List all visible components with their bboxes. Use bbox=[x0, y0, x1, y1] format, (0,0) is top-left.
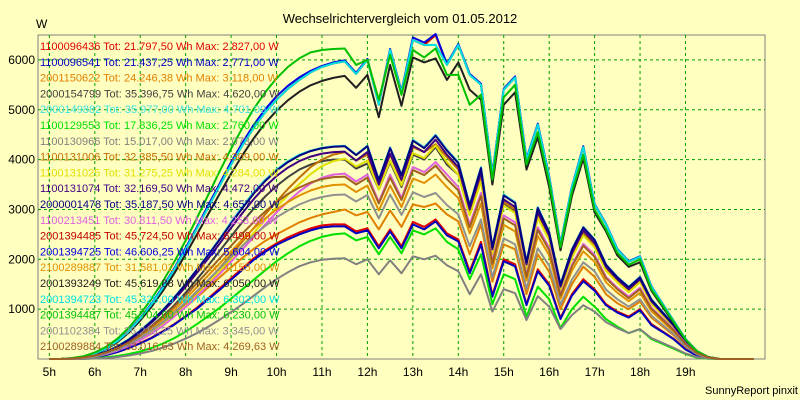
legend-entry-1100131074: 1100131074 Tot: 32.169,50 Wh Max: 4.472,… bbox=[40, 183, 279, 195]
legend-entry-2000149882: 2000149882 Tot: 35.977,00 Wh Max: 4.701,… bbox=[40, 104, 280, 116]
x-tick-label: 8h bbox=[179, 365, 192, 379]
x-tick-label: 9h bbox=[224, 365, 237, 379]
legend-entry-2001394487: 2001394487 Tot: 45.704,00 Wh Max: 6.230,… bbox=[40, 310, 280, 322]
legend-entry-2001393249: 2001393249 Tot: 45.619,88 Wh Max: 6.050,… bbox=[40, 278, 280, 290]
x-tick-label: 14h bbox=[448, 365, 468, 379]
plot-area-frame bbox=[37, 34, 766, 360]
series-line-2000001478 bbox=[49, 134, 754, 360]
series-line-2100289887 bbox=[49, 173, 754, 360]
y-tick-label: 2000 bbox=[8, 252, 35, 266]
y-tick-label: 4000 bbox=[8, 153, 35, 167]
x-tick-label: 13h bbox=[403, 365, 423, 379]
x-tick-label: 16h bbox=[539, 365, 559, 379]
x-tick-label: 10h bbox=[267, 365, 287, 379]
y-tick-label: 3000 bbox=[8, 202, 35, 216]
series-line-1100130966 bbox=[49, 254, 754, 360]
x-tick-label: 19h bbox=[675, 365, 695, 379]
x-tick-label: 15h bbox=[494, 365, 514, 379]
series-line-2001102384 bbox=[49, 191, 754, 360]
legend: 1100096436 Tot: 21.797,50 Wh Max: 2.827,… bbox=[40, 41, 280, 353]
y-axis-ticks: 1000 2000 3000 4000 5000 6000 bbox=[8, 53, 35, 316]
legend-entry-2001394485: 2001394485 Tot: 45.724,50 Wh Max: 6.499,… bbox=[40, 231, 280, 243]
series-line-2100289884 bbox=[49, 164, 754, 360]
y-axis-unit-label: W bbox=[36, 17, 48, 31]
legend-entry-1100130966: 1100130966 Tot: 15.017,00 Wh Max: 2.073,… bbox=[40, 136, 279, 148]
x-tick-label: 5h bbox=[43, 365, 56, 379]
x-axis-ticks: 5h 6h 7h 8h 9h 10h 11h 12h 13h 14h 15h 16h 17h 18h 19h bbox=[43, 365, 696, 379]
legend-entry-2001102384: 2001102384 Tot: 26.215,25 Wh Max: 3.345,… bbox=[40, 325, 279, 337]
legend-entry-1100096541: 1100096541 Tot: 21.437,25 Wh Max: 2.771,… bbox=[40, 57, 279, 69]
legend-entry-2001150622: 2001150622 Tot: 24.246,38 Wh Max: 3.118,… bbox=[40, 73, 279, 85]
y-tick-label: 5000 bbox=[8, 103, 35, 117]
x-tick-label: 17h bbox=[585, 365, 605, 379]
series-lines bbox=[49, 33, 754, 360]
legend-entry-1100213451: 1100213451 Tot: 30.811,50 Wh Max: 4.253,… bbox=[40, 215, 279, 227]
legend-entry-2100289884: 2100289884 Tot: 33.016,63 Wh Max: 4.269,… bbox=[40, 341, 280, 353]
legend-entry-2000154799: 2000154799 Tot: 35.396,75 Wh Max: 4.620,… bbox=[40, 88, 280, 100]
y-tick-label: 1000 bbox=[8, 302, 35, 316]
legend-entry-1100131025: 1100131025 Tot: 31.275,25 Wh Max: 4.284,… bbox=[40, 167, 279, 179]
x-tick-label: 11h bbox=[312, 365, 331, 379]
x-tick-label: 6h bbox=[88, 365, 101, 379]
x-tick-label: 18h bbox=[630, 365, 650, 379]
legend-entry-2001394723: 2001394723 Tot: 45.325,00 Wh Max: 6.302,… bbox=[40, 294, 280, 306]
x-tick-label: 7h bbox=[134, 365, 147, 379]
legend-entry-2100289887: 2100289887 Tot: 31.581,02 Wh Max: 4.155,… bbox=[40, 262, 280, 274]
series-line-1100131074 bbox=[49, 138, 754, 360]
legend-entry-2000001478: 2000001478 Tot: 35.187,50 Wh Max: 4.657,… bbox=[40, 199, 280, 211]
series-line-2001394487 bbox=[49, 47, 754, 360]
x-tick-label: 12h bbox=[357, 365, 377, 379]
y-tick-label: 6000 bbox=[8, 53, 35, 67]
chart-title: Wechselrichtervergleich vom 01.05.2012 bbox=[283, 11, 518, 26]
legend-entry-1100096436: 1100096436 Tot: 21.797,50 Wh Max: 2.827,… bbox=[40, 41, 279, 53]
legend-entry-2001394725: 2001394725 Tot: 46.606,25 Wh Max: 5.604,… bbox=[40, 246, 280, 258]
series-line-1100096541 bbox=[49, 220, 754, 360]
footer-credit: SunnyReport pinxit bbox=[705, 385, 798, 397]
series-line-2001393249 bbox=[49, 56, 754, 360]
legend-entry-1100131006: 1100131006 Tot: 32.385,50 Wh Max: 4.309,… bbox=[40, 152, 279, 164]
legend-entry-1100129553: 1100129553 Tot: 17.836,25 Wh Max: 2.760,… bbox=[40, 120, 279, 132]
